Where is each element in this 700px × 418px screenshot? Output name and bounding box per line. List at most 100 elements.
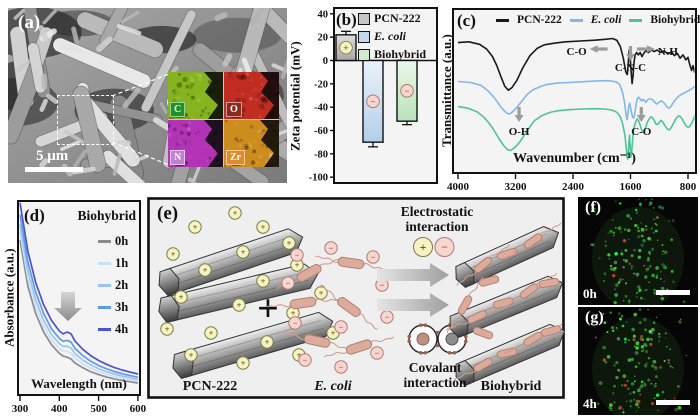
panel-d-label: (d) [24,206,45,225]
svg-text:+: + [241,358,246,368]
uv-legend-line-0h [98,240,111,243]
svg-text:−: − [375,348,380,358]
eds-map-image-zr [224,120,279,167]
eds-map-c: C [168,72,223,119]
panel-c-label: (c) [457,11,476,30]
panel-b-label: (b) [336,10,357,29]
biohybrid-label: Biohybrid [480,379,542,394]
uv-legend-item-1h: 1h [98,256,128,271]
svg-text:C-N-C: C-N-C [615,62,646,74]
svg-text:800: 800 [680,181,697,193]
legend-label-ecoli: E. coli [374,29,406,43]
svg-text:+: + [287,238,292,248]
svg-text:+: + [261,276,266,286]
covalent-interaction-label: Covalant interaction [385,360,485,390]
svg-text:2400: 2400 [562,181,585,193]
svg-text:+: + [189,350,194,360]
uv-legend-label-2h: 2h [115,278,129,292]
uv-legend-line-3h [98,306,111,309]
zeta-bar-chart: 40 20 0 -20 -40 -60 -80 -100 + − − [309,7,438,184]
uv-legend-label-0h: 0h [115,234,129,248]
uv-legend-label-1h: 1h [115,256,129,270]
panel-d: Absorbance (a.u.) 300 400 500 600 (d) Biohy… [2,196,147,418]
panel-a: C O N Zr (a) 5 μm [8,8,287,183]
svg-text:-40: -40 [314,103,328,114]
panel-f-time-label: 0h [583,286,597,301]
svg-text:−: − [404,86,409,96]
panel-f: (f) 0h [578,197,698,305]
uv-title: Biohybrid [77,208,136,223]
uv-legend-label-4h: 4h [115,322,129,336]
uv-legend-item-0h: 0h [98,234,128,249]
panel-f-scale-bar [656,290,690,295]
ftir-legend-label-biohybrid: Biohybrid [650,14,700,26]
ftir-x-axis-label: Wavenumber (cm⁻¹) [513,151,636,166]
fluorescence-image-0h [590,198,686,305]
svg-text:+: + [171,249,176,259]
svg-text:40: 40 [318,9,329,20]
svg-text:+: + [257,288,279,330]
svg-text:−: − [441,240,448,254]
svg-text:+: + [165,324,170,334]
svg-text:+: + [265,337,270,347]
eds-map-zr: Zr [224,120,279,167]
ftir-legend-label-ecoli: E. coli [590,14,622,26]
eds-map-image-n [168,120,223,167]
svg-text:+: + [193,222,198,232]
electrostatic-label-line2: interaction [405,219,469,234]
panel-e: + + + + + + + + + + + + + + + + + + + + + − − − − − − − − − − − + − (e) E… [147,197,565,399]
panel-b: Zeta potential (mV) 40 20 0 -20 -40 -60 -80 -10… [288,4,438,188]
svg-text:3200: 3200 [505,181,528,193]
panel-g-scale-bar [656,400,690,405]
ftir-spectra-chart: 4000 3200 2400 1600 800 C-O N-H C-N-C O-H C-O [447,8,697,193]
sem-image [8,8,287,183]
covalent-label-line1: Covalant [408,360,462,375]
sem-roi-box [57,95,114,145]
uv-legend-item-4h: 4h [98,322,128,337]
svg-text:-80: -80 [314,149,328,160]
svg-text:+: + [209,328,214,338]
svg-text:−: − [370,97,375,107]
assembly-scheme: ++ +++ +++++++++ +++++++−−−− −− −−−−−+ − [147,197,565,399]
legend-swatch-biohybrid [358,48,370,61]
legend-swatch-ecoli [358,30,370,43]
legend-label-biohybrid: Biohybrid [374,47,427,61]
electrostatic-interaction-label: Electrostatic interaction [382,204,492,234]
ftir-legend-line-biohybrid [629,18,643,22]
ecoli-label: E. coli [314,379,352,394]
svg-text:-60: -60 [314,126,328,137]
scale-bar [25,167,83,172]
eds-chip-o: O [226,102,242,117]
svg-text:300: 300 [12,403,29,415]
svg-text:500: 500 [90,403,107,415]
panel-a-label: (a) [18,12,41,33]
ftir-legend: PCN-222 E. coli Biohybrid [496,14,700,26]
panel-e-label: (e) [157,203,179,224]
svg-text:−: − [295,250,300,260]
svg-text:−: − [303,355,308,365]
uv-legend-item-2h: 2h [98,278,128,293]
eds-chip-n: N [170,150,186,165]
svg-text:−: − [371,252,376,262]
eds-map-n: N [168,120,223,167]
svg-text:C-O: C-O [567,46,588,58]
eds-map-o: O [224,72,279,119]
uv-x-axis-label: Wavelength (nm) [31,376,127,391]
legend-label-pcn222: PCN-222 [374,11,421,25]
svg-text:+: + [241,247,246,257]
svg-text:+: + [420,240,427,254]
roi-connector-lines [111,73,170,166]
svg-text:20: 20 [318,33,329,44]
svg-text:+: + [261,222,266,232]
uv-legend-label-3h: 3h [115,300,129,314]
svg-text:+: + [237,300,242,310]
svg-text:400: 400 [51,403,68,415]
svg-text:+: + [291,308,296,318]
svg-text:O-H: O-H [509,126,530,138]
svg-text:+: + [331,328,336,338]
svg-text:+: + [233,208,238,218]
svg-text:-20: -20 [314,79,328,90]
svg-text:N-H: N-H [658,46,679,58]
ftir-legend-line-ecoli [569,18,583,22]
ftir-legend-line-pcn222 [496,18,509,22]
